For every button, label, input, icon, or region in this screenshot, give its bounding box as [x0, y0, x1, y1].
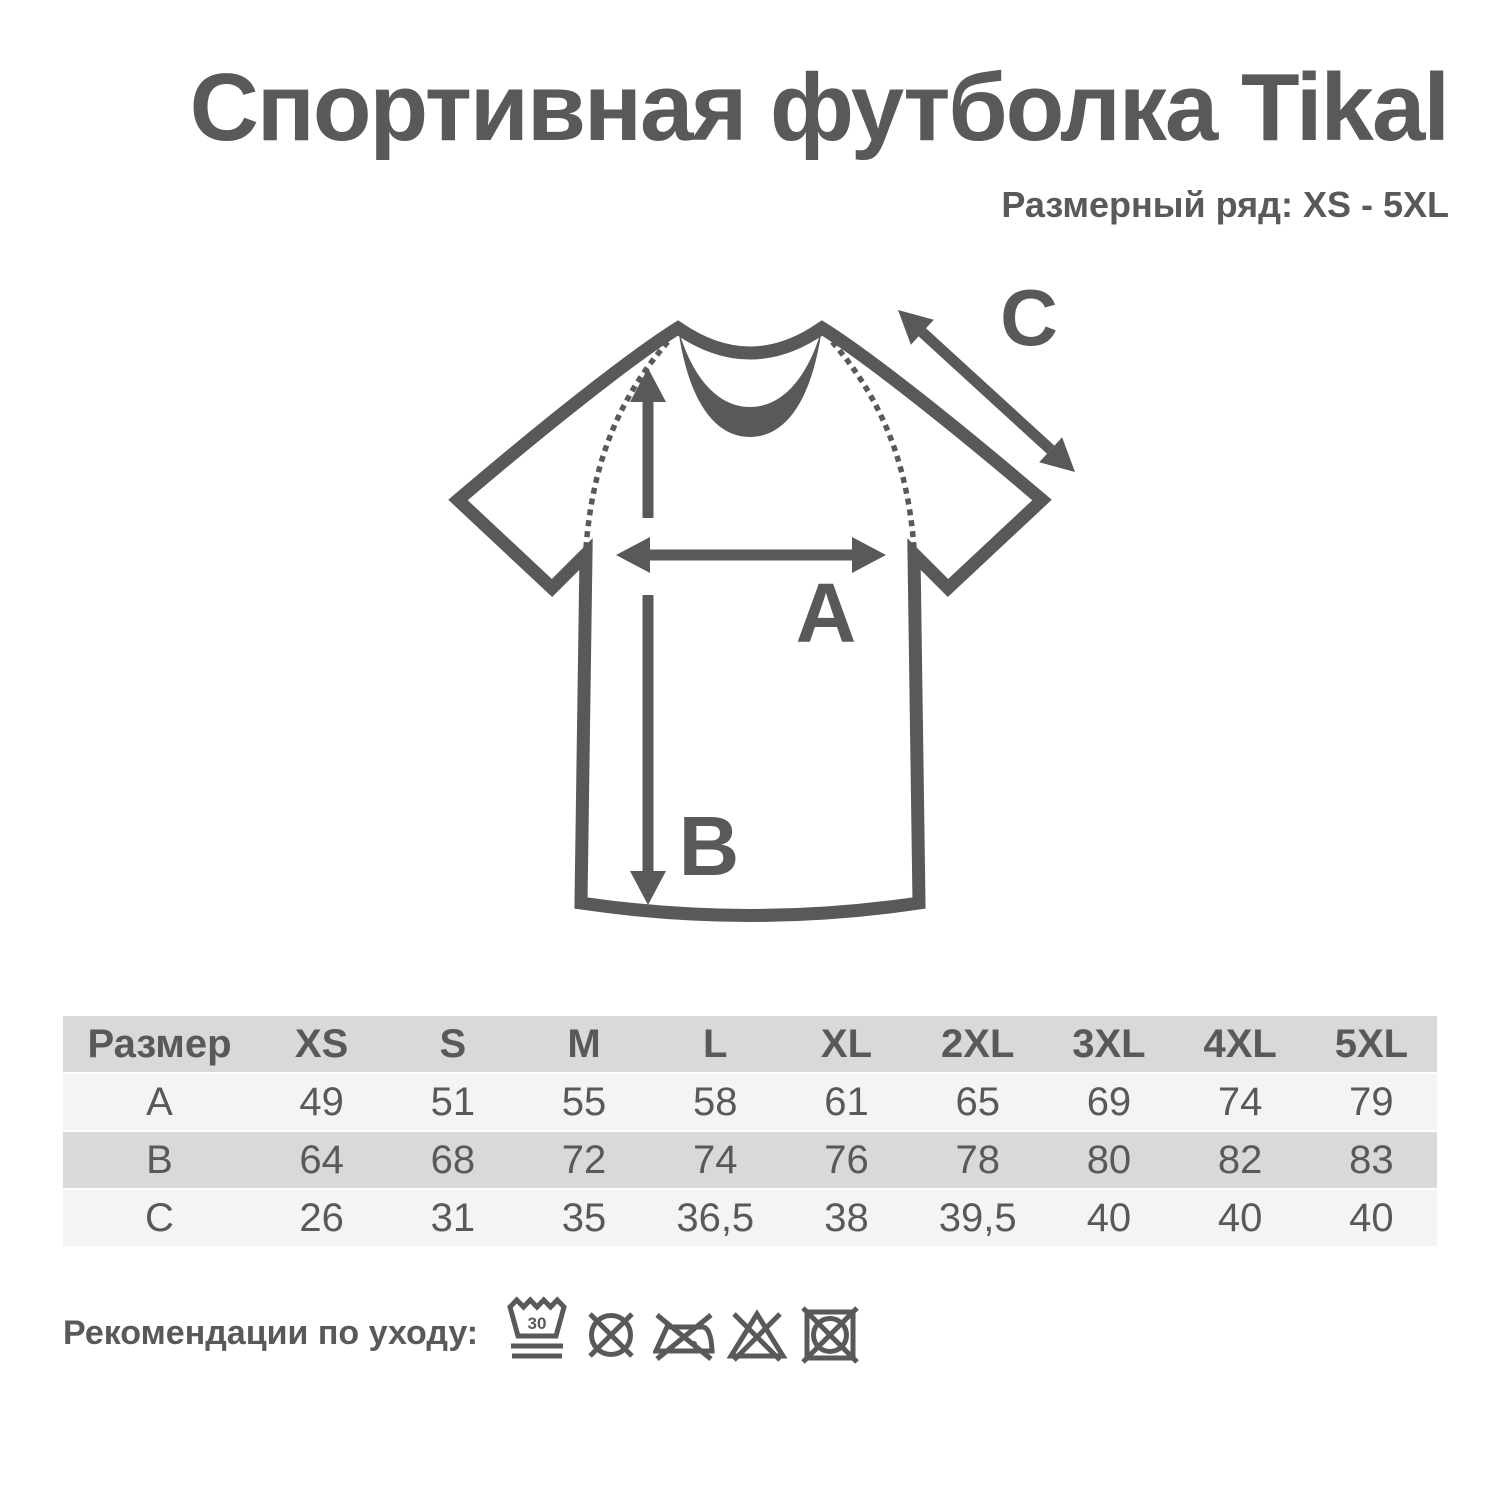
size-range-subtitle: Размерный ряд: XS - 5XL — [1001, 184, 1449, 225]
measurement-arrow-a — [616, 537, 886, 573]
measurement-value: 68 — [430, 1138, 476, 1182]
tshirt-measurement-diagram: A B C — [448, 280, 1075, 922]
measurement-value: 72 — [561, 1138, 607, 1182]
care-recommendations: Рекомендации по уходу: 30 — [63, 1283, 1460, 1383]
measurement-value: 40 — [1217, 1196, 1263, 1240]
measurement-value: 64 — [299, 1138, 344, 1182]
do-not-bleach-icon — [726, 1309, 788, 1362]
measurement-value: 39,5 — [938, 1196, 1017, 1240]
measurement-value: 38 — [824, 1196, 869, 1240]
label-c: C — [1000, 280, 1058, 362]
size-table: Размер XS S M L XL 2XL 3XL 4XL 5XL A 49 51 55 58 61 65 69… — [63, 1016, 1437, 1246]
wash-temperature: 30 — [528, 1314, 547, 1333]
measurement-arrow-b — [630, 368, 666, 905]
size-column-header: XL — [820, 1022, 873, 1066]
raglan-seam-left — [583, 340, 670, 551]
measurement-value: 36,5 — [676, 1196, 755, 1240]
measurement-value: 69 — [1086, 1080, 1132, 1124]
size-table-row-b: B 64 68 72 74 76 78 80 82 83 — [63, 1132, 1437, 1188]
size-column-header: XS — [294, 1022, 349, 1066]
measurement-value: 74 — [693, 1138, 738, 1182]
care-icons: 30 — [505, 1283, 861, 1383]
measurement-value: 78 — [955, 1138, 1000, 1182]
size-table-row-a: A 49 51 55 58 61 65 69 74 79 — [63, 1074, 1437, 1130]
measurement-value: 40 — [1349, 1196, 1394, 1240]
measurement-row-label: A — [146, 1080, 173, 1124]
product-title: Спортивная футболка Tikal — [189, 54, 1450, 161]
size-column-header: S — [439, 1022, 467, 1066]
size-column-header: L — [703, 1022, 728, 1066]
measurement-value: 61 — [824, 1080, 869, 1124]
size-column-header: 4XL — [1203, 1022, 1277, 1066]
measurement-row-label: C — [145, 1196, 174, 1240]
measurement-value: 31 — [430, 1196, 476, 1240]
raglan-seam-right — [830, 340, 917, 551]
measurement-row-label: B — [146, 1138, 173, 1182]
tshirt-outline — [448, 320, 1052, 922]
measurement-value: 49 — [299, 1080, 344, 1124]
size-column-header: 5XL — [1334, 1022, 1409, 1066]
label-b: B — [679, 799, 740, 893]
measurement-value: 80 — [1086, 1138, 1132, 1182]
measurement-value: 58 — [693, 1080, 738, 1124]
size-table-corner-header: Размер — [87, 1022, 232, 1066]
care-label: Рекомендации по уходу: — [63, 1313, 479, 1352]
measurement-value: 74 — [1217, 1080, 1263, 1124]
size-table-row-c: C 26 31 35 36,5 38 39,5 40 40 40 — [63, 1190, 1437, 1246]
do-not-tumble-dry-icon — [801, 1306, 859, 1364]
measurement-value: 83 — [1349, 1138, 1394, 1182]
size-column-header: 3XL — [1072, 1022, 1146, 1066]
wash-30-very-gentle-icon: 30 — [507, 1296, 567, 1359]
measurement-value: 35 — [561, 1196, 607, 1240]
measurement-value: 51 — [430, 1080, 476, 1124]
size-column-header: M — [567, 1022, 601, 1066]
size-table-header-row: Размер XS S M L XL 2XL 3XL 4XL 5XL — [63, 1016, 1437, 1072]
measurement-value: 26 — [299, 1196, 344, 1240]
do-not-iron-icon — [653, 1313, 715, 1361]
measurement-value: 76 — [824, 1138, 869, 1182]
measurement-value: 82 — [1217, 1138, 1263, 1182]
measurement-value: 40 — [1086, 1196, 1132, 1240]
label-a: A — [796, 566, 857, 660]
size-column-header: 2XL — [941, 1022, 1015, 1066]
do-not-dry-clean-icon — [588, 1312, 634, 1358]
measurement-value: 65 — [955, 1080, 1000, 1124]
collar-band — [678, 328, 822, 437]
measurement-value: 55 — [561, 1080, 607, 1124]
measurement-value: 79 — [1349, 1080, 1394, 1124]
measurement-arrow-c — [898, 310, 1075, 472]
